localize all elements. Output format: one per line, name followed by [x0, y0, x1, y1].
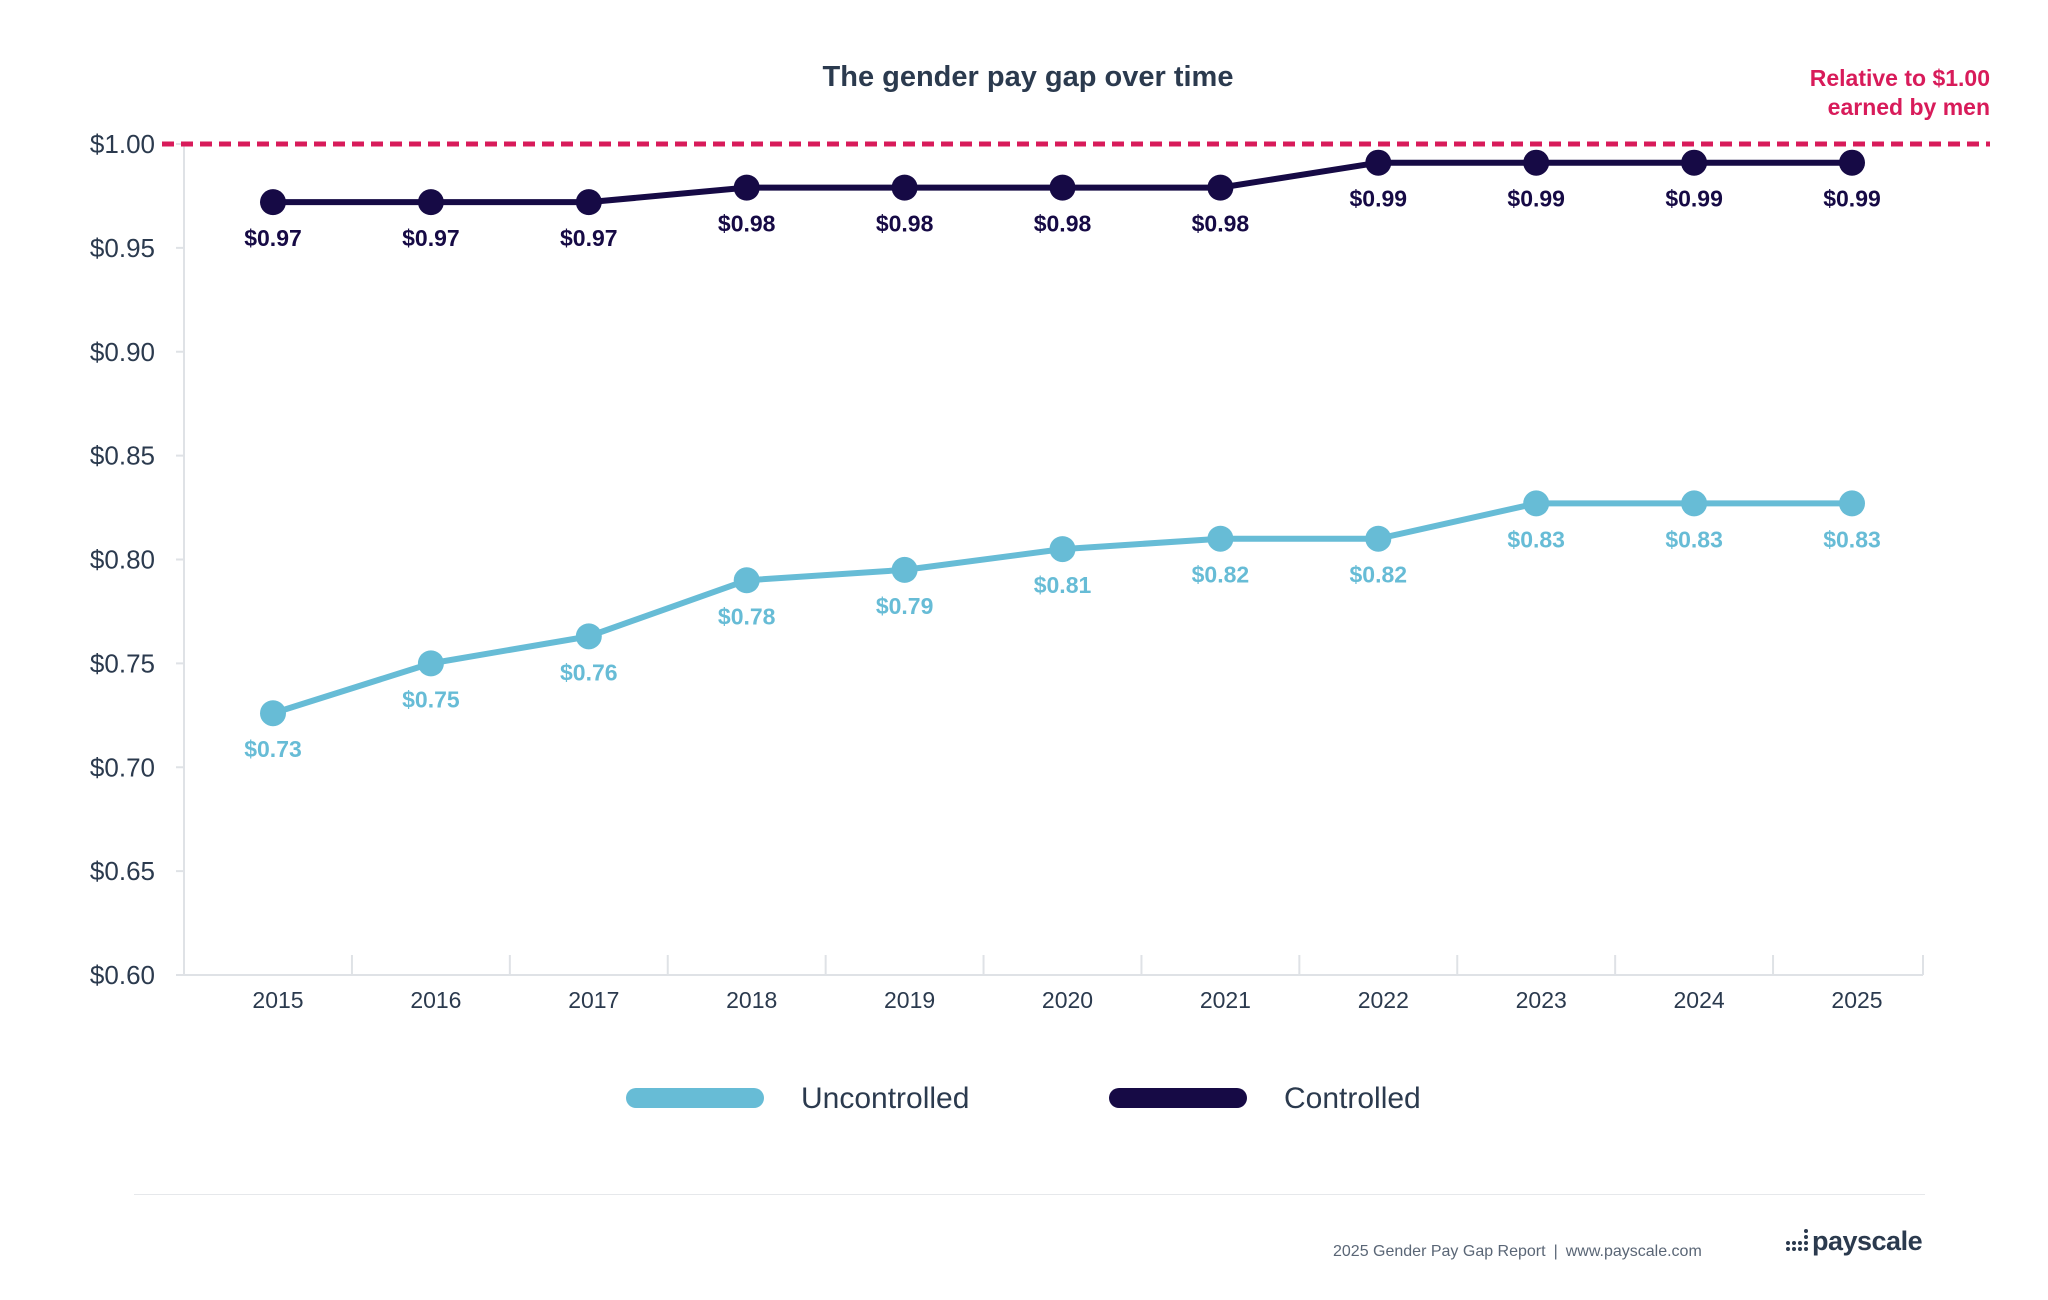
legend-label-uncontrolled: Uncontrolled	[801, 1082, 969, 1115]
x-tick-label: 2020	[1042, 987, 1093, 1013]
data-point-uncontrolled	[891, 556, 918, 583]
data-point-controlled	[1681, 149, 1708, 176]
data-label-controlled: $0.97	[244, 225, 302, 251]
x-tick-label: 2016	[410, 987, 461, 1013]
x-tick-label: 2019	[884, 987, 935, 1013]
y-tick-label: $0.95	[90, 233, 155, 263]
y-tick-label: $0.75	[90, 648, 155, 678]
data-point-controlled	[1365, 149, 1392, 176]
x-tick-label: 2021	[1200, 987, 1251, 1013]
line-chart: The gender pay gap over time Relative to…	[90, 61, 1990, 1115]
data-point-controlled	[1207, 174, 1234, 201]
data-label-controlled: $0.98	[718, 211, 776, 237]
data-point-uncontrolled	[417, 650, 444, 677]
data-label-controlled: $0.99	[1350, 186, 1408, 212]
data-point-controlled	[1049, 174, 1076, 201]
y-tick-label: $1.00	[90, 129, 155, 159]
data-label-uncontrolled: $0.83	[1823, 526, 1881, 552]
data-point-controlled	[575, 189, 602, 216]
data-point-uncontrolled	[1365, 525, 1392, 552]
data-point-controlled	[1839, 149, 1865, 176]
data-label-controlled: $0.97	[560, 225, 618, 251]
x-tick-label: 2023	[1516, 987, 1567, 1013]
x-tick-label: 2022	[1358, 987, 1409, 1013]
data-label-controlled: $0.99	[1665, 186, 1723, 212]
data-point-uncontrolled	[1681, 490, 1708, 517]
data-point-controlled	[1523, 149, 1550, 176]
data-point-uncontrolled	[1523, 490, 1550, 517]
data-point-controlled	[417, 189, 444, 216]
data-point-uncontrolled	[260, 700, 286, 727]
series-line-uncontrolled	[272, 500, 1852, 717]
footer-text: 2025 Gender Pay Gap Report | www.payscale.…	[1333, 1243, 1702, 1261]
y-tick-label: $0.80	[90, 545, 155, 575]
x-tick-label: 2018	[726, 987, 777, 1013]
x-tick-label: 2025	[1831, 987, 1882, 1013]
footer-divider	[134, 1194, 1925, 1195]
data-label-uncontrolled: $0.76	[560, 659, 618, 685]
y-tick-label: $0.60	[90, 960, 155, 990]
data-point-uncontrolled	[1049, 536, 1076, 563]
data-point-uncontrolled	[733, 567, 760, 594]
data-label-uncontrolled: $0.73	[244, 736, 302, 762]
report-name: 2025 Gender Pay Gap Report	[1333, 1243, 1546, 1260]
footer-separator: |	[1553, 1243, 1558, 1260]
data-label-controlled: $0.99	[1507, 186, 1565, 212]
data-label-uncontrolled: $0.78	[718, 603, 776, 629]
y-tick-label: $0.65	[90, 856, 155, 886]
data-point-uncontrolled	[575, 623, 602, 650]
data-label-controlled: $0.98	[876, 211, 934, 237]
logo-wordmark: payscale	[1812, 1226, 1923, 1256]
y-tick-label: $0.70	[90, 752, 155, 782]
x-tick-label: 2017	[568, 987, 619, 1013]
x-tick-label: 2024	[1674, 987, 1725, 1013]
logo-dots-icon	[1786, 1229, 1808, 1251]
data-label-controlled: $0.98	[1192, 211, 1250, 237]
data-label-controlled: $0.99	[1823, 186, 1881, 212]
website-link[interactable]: www.payscale.com	[1565, 1243, 1702, 1260]
data-point-uncontrolled	[1207, 525, 1234, 552]
y-tick-label: $0.90	[90, 337, 155, 367]
legend-label-controlled: Controlled	[1284, 1082, 1421, 1115]
data-point-controlled	[260, 189, 286, 216]
data-label-uncontrolled: $0.82	[1192, 562, 1250, 588]
annotation-line-1: Relative to $1.00	[1810, 65, 1990, 91]
data-point-controlled	[733, 174, 760, 201]
x-tick-label: 2015	[252, 987, 303, 1013]
payscale-logo: payscale	[1786, 1226, 1923, 1256]
annotation-line-2: earned by men	[1828, 94, 1990, 120]
legend: Uncontrolled Controlled	[626, 1082, 1421, 1115]
data-point-controlled	[891, 174, 918, 201]
data-label-uncontrolled: $0.75	[402, 686, 460, 712]
y-tick-label: $0.85	[90, 441, 155, 471]
data-label-controlled: $0.97	[402, 225, 460, 251]
data-label-controlled: $0.98	[1034, 211, 1092, 237]
chart-title: The gender pay gap over time	[823, 61, 1234, 93]
data-label-uncontrolled: $0.82	[1350, 562, 1408, 588]
data-label-uncontrolled: $0.83	[1665, 526, 1723, 552]
data-label-uncontrolled: $0.79	[876, 593, 934, 619]
data-label-uncontrolled: $0.83	[1507, 526, 1565, 552]
data-point-uncontrolled	[1839, 490, 1865, 517]
data-label-uncontrolled: $0.81	[1034, 572, 1092, 598]
